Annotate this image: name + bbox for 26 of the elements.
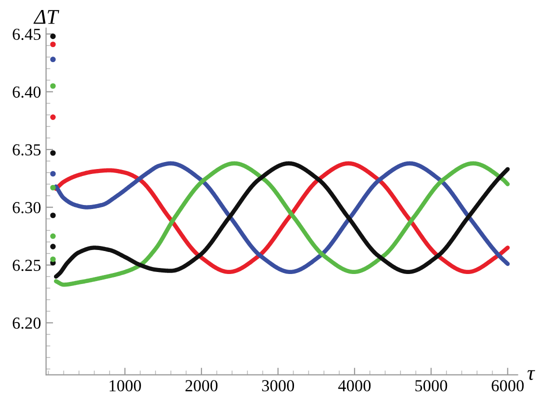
point — [50, 34, 56, 40]
x-tick-label: 5000 — [415, 380, 448, 392]
point — [50, 170, 56, 177]
point — [50, 212, 56, 218]
x-tick-label: 4000 — [338, 380, 371, 392]
y-tick-label: 6.40 — [12, 86, 41, 98]
point — [50, 56, 56, 62]
point — [50, 233, 56, 239]
point — [50, 184, 56, 190]
y-axis-title: ΔT — [33, 10, 60, 24]
y-tick-label: 6.20 — [12, 318, 41, 329]
point — [50, 114, 56, 120]
point — [50, 256, 56, 262]
point — [50, 244, 56, 250]
point — [50, 83, 56, 89]
point — [50, 42, 56, 48]
point — [50, 150, 56, 156]
y-tick-label: 6.45 — [12, 28, 41, 40]
x-tick-label: 1000 — [110, 380, 141, 392]
y-tick-label: 6.30 — [12, 202, 41, 214]
x-axis-title: τ — [528, 370, 536, 380]
y-tick-label: 6.35 — [12, 144, 41, 156]
x-tick-label: 6000 — [492, 380, 524, 392]
x-tick-label: 3000 — [262, 380, 294, 392]
y-tick-label: 6.25 — [12, 260, 41, 272]
x-tick-label: 2000 — [186, 380, 218, 392]
